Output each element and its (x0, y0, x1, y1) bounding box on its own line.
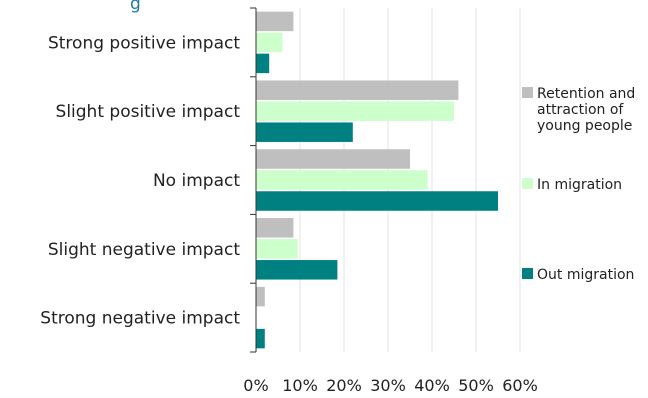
bar (256, 80, 459, 100)
bar (256, 101, 454, 121)
chart-title-fragment: g (130, 0, 141, 14)
bar (256, 11, 294, 32)
bar (256, 122, 353, 142)
legend-label: attraction of (537, 102, 624, 118)
legend-swatch (522, 178, 533, 189)
legend-label: In migration (537, 177, 622, 193)
bar (256, 328, 265, 349)
bar (256, 170, 428, 190)
legend-swatch (522, 87, 533, 98)
x-tick-label: 10% (282, 376, 318, 395)
legend-label: Retention and (537, 86, 635, 102)
legend-label: young people (537, 118, 632, 134)
bar (256, 239, 298, 259)
bar (256, 286, 265, 307)
legend-label: Out migration (537, 267, 634, 283)
bar (256, 260, 338, 280)
bar (256, 32, 283, 53)
x-tick-label: 20% (326, 376, 362, 395)
x-tick-label: 30% (370, 376, 406, 395)
bar (256, 191, 498, 211)
x-tick-label: 60% (502, 376, 538, 395)
bar (256, 149, 410, 169)
bar (256, 53, 270, 74)
bar (256, 218, 294, 238)
category-label: Strong positive impact (48, 33, 240, 53)
category-label: Slight positive impact (56, 102, 241, 122)
x-tick-label: 40% (414, 376, 450, 395)
x-tick-label: 50% (458, 376, 494, 395)
category-label: Strong negative impact (40, 309, 240, 329)
category-label: Slight negative impact (48, 240, 240, 260)
x-tick-label: 0% (243, 376, 268, 395)
legend-swatch (522, 268, 533, 279)
category-label: No impact (153, 171, 240, 191)
